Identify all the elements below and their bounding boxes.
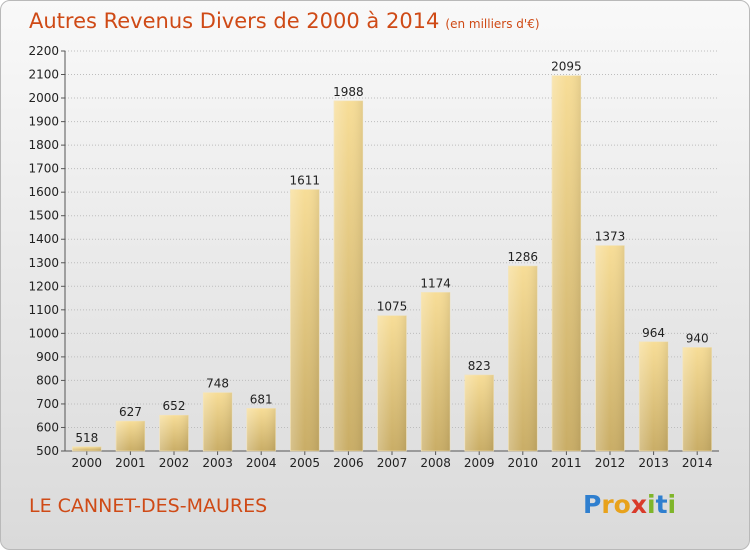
value-label-2003: 748 (206, 377, 229, 391)
location-name: LE CANNET-DES-MAURES (29, 495, 268, 517)
bar-shade-2003 (203, 392, 232, 451)
y-tick-label: 1600 (28, 185, 59, 199)
bar-layer (72, 75, 712, 452)
proxiti-logo: Proxiti (583, 490, 676, 519)
bar-shade-2002 (159, 415, 189, 451)
x-tick-label-2006: 2006 (333, 456, 364, 470)
x-tick-label-2000: 2000 (72, 456, 103, 470)
x-tick-label-2004: 2004 (246, 456, 277, 470)
y-tick-label: 1400 (28, 232, 59, 246)
value-label-2001: 627 (119, 405, 142, 419)
x-tick-label-2008: 2008 (420, 456, 451, 470)
y-tick-label: 1500 (28, 209, 59, 223)
bar-shade-2012 (595, 245, 625, 451)
y-tick-label: 1800 (28, 138, 59, 152)
y-tick-label: 1000 (28, 326, 59, 340)
x-tick-label-2001: 2001 (115, 456, 146, 470)
y-tick-label: 1100 (28, 303, 59, 317)
y-tick-label: 1900 (28, 115, 59, 129)
x-tick-label-2011: 2011 (551, 456, 582, 470)
bar-shade-2000 (72, 446, 102, 451)
value-label-2014: 940 (686, 331, 709, 345)
bar-shade-2010 (508, 266, 538, 451)
logo-letter: i (647, 490, 656, 519)
y-tick-label: 2000 (28, 91, 59, 105)
value-label-2012: 1373 (595, 230, 626, 244)
chart-title: Autres Revenus Divers de 2000 à 2014 (en … (29, 9, 540, 33)
y-tick-label: 500 (36, 444, 59, 458)
y-tick-label: 600 (36, 420, 59, 434)
logo-letter: P (583, 490, 602, 519)
x-tick-label-2009: 2009 (464, 456, 495, 470)
bar-shade-2006 (334, 100, 363, 451)
chart-title-text: Autres Revenus Divers de 2000 à 2014 (29, 9, 440, 33)
logo-letter: o (613, 490, 631, 519)
logo-letter: x (630, 490, 647, 519)
value-label-2000: 518 (75, 431, 98, 445)
logo-letter: i (667, 490, 677, 519)
value-label-2007: 1075 (377, 300, 408, 314)
y-tick-label: 1300 (28, 256, 59, 270)
x-tick-label-2005: 2005 (290, 456, 321, 470)
value-label-2009: 823 (468, 359, 491, 373)
value-label-2005: 1611 (290, 174, 321, 188)
x-tick-label-2003: 2003 (202, 456, 233, 470)
value-label-2013: 964 (642, 326, 665, 340)
x-tick-label-2010: 2010 (508, 456, 539, 470)
value-label-2011: 2095 (551, 60, 582, 74)
value-label-2004: 681 (250, 392, 273, 406)
x-tick-label-2007: 2007 (377, 456, 408, 470)
value-label-2008: 1174 (420, 276, 451, 290)
label-layer: 500 600 700 800 900 1000 1100 1200 1300 1400 1500 1… (28, 44, 712, 470)
chart-unit: (en milliers d'€) (445, 17, 540, 31)
x-tick-label-2002: 2002 (159, 456, 190, 470)
bar-shade-2007 (377, 315, 407, 451)
bar-shade-2008 (421, 292, 450, 451)
y-tick-label: 1700 (28, 162, 59, 176)
y-tick-label: 900 (36, 350, 59, 364)
bar-shade-2014 (682, 347, 712, 451)
x-tick-label-2014: 2014 (682, 456, 713, 470)
logo-letter: r (601, 490, 614, 519)
value-label-2002: 652 (163, 399, 186, 413)
bar-shade-2013 (639, 341, 668, 451)
value-label-2006: 1988 (333, 85, 364, 99)
y-tick-label: 800 (36, 373, 59, 387)
value-label-2010: 1286 (508, 250, 539, 264)
logo-letter: t (655, 490, 668, 519)
y-tick-label: 700 (36, 397, 59, 411)
bar-shade-2011 (552, 75, 581, 452)
x-tick-label-2012: 2012 (595, 456, 626, 470)
bar-shade-2005 (290, 189, 320, 451)
bar-shade-2004 (246, 408, 276, 451)
x-tick-label-2013: 2013 (638, 456, 669, 470)
y-tick-label: 2100 (28, 68, 59, 82)
y-tick-label: 1200 (28, 279, 59, 293)
y-tick-label: 2200 (28, 44, 59, 58)
bar-shade-2001 (116, 421, 145, 451)
bar-shade-2009 (464, 375, 494, 451)
